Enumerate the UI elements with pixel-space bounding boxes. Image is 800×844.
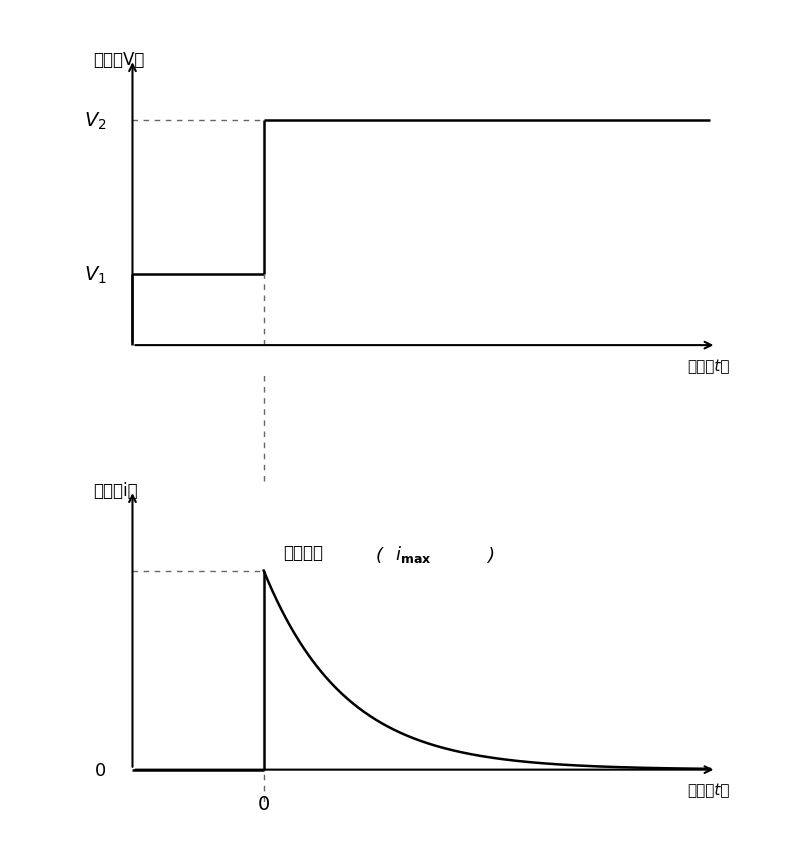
Text: 最大电流: 最大电流 [283, 544, 323, 561]
Text: 电流（i）: 电流（i） [93, 481, 138, 499]
Text: $0$: $0$ [257, 795, 270, 814]
Text: ): ) [486, 546, 494, 565]
Text: $\mathbf{\mathit{i}_{max}}$: $\mathbf{\mathit{i}_{max}}$ [395, 544, 431, 565]
Text: $0$: $0$ [94, 760, 106, 779]
Text: $V_2$: $V_2$ [84, 111, 106, 132]
Text: (: ( [375, 546, 382, 565]
Text: 时间（t）: 时间（t） [687, 359, 730, 374]
Text: $V_1$: $V_1$ [83, 264, 106, 286]
Text: 时间（t）: 时间（t） [687, 782, 730, 798]
Text: 电压（V）: 电压（V） [93, 51, 145, 68]
